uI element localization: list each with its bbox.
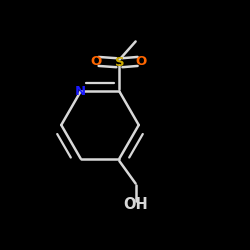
Text: N: N — [75, 85, 86, 98]
Text: O: O — [90, 55, 101, 68]
Text: OH: OH — [123, 197, 148, 212]
Text: S: S — [114, 56, 124, 69]
Text: O: O — [135, 55, 146, 68]
